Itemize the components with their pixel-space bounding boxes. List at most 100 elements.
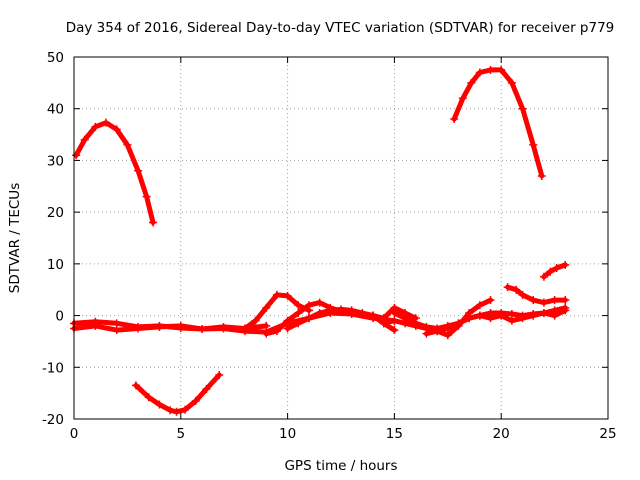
data-point-4-3	[272, 290, 281, 299]
data-point-5-5	[315, 298, 324, 307]
data-point-9-1	[433, 327, 442, 336]
series-arc-b-upper	[240, 290, 313, 333]
data-point-6-6	[347, 306, 356, 315]
data-point-11-1	[546, 267, 555, 276]
data-point-3-3	[134, 324, 143, 333]
data-point-12-1	[458, 94, 467, 103]
data-point-3-1	[91, 321, 100, 330]
data-point-8-0	[390, 308, 399, 317]
data-point-0-6	[134, 166, 143, 175]
data-point-10-2	[518, 290, 527, 299]
x-tick-label-5: 25	[599, 426, 616, 442]
chart-title: Day 354 of 2016, Sidereal Day-to-day VTE…	[66, 20, 615, 36]
data-point-1-6	[191, 396, 200, 405]
axis-ticks: 0 5 10 15 20 25 -20 -10 0 10 20 30 40 50	[42, 50, 617, 442]
x-tick-label-3: 15	[386, 426, 403, 442]
data-point-3-7	[219, 322, 228, 331]
y-tick-label-6: 40	[47, 102, 64, 118]
data-point-9-13	[561, 306, 570, 315]
data-point-10-1	[512, 285, 521, 294]
series-arc-g-low2	[422, 306, 570, 338]
data-point-0-0	[72, 151, 81, 160]
data-point-8-2	[411, 319, 420, 328]
data-point-10-0	[503, 283, 512, 292]
data-point-0-2	[91, 122, 100, 131]
y-tick-label-7: 50	[47, 50, 64, 66]
data-point-9-9	[518, 314, 527, 323]
y-tick-label-4: 20	[47, 205, 64, 221]
series-line-arc-late-high	[451, 67, 545, 179]
data-point-12-3	[475, 68, 484, 77]
data-point-1-3	[166, 406, 175, 415]
x-tick-label-0: 0	[70, 426, 79, 442]
data-point-12-4	[486, 65, 495, 74]
series-arc-early-high	[72, 118, 158, 227]
data-point-1-2	[155, 400, 164, 409]
data-point-3-2	[112, 326, 121, 335]
y-tick-label-5: 30	[47, 153, 64, 169]
data-point-4-5	[294, 301, 303, 310]
data-point-0-7	[142, 192, 151, 201]
data-point-1-4	[172, 407, 181, 416]
series-arc-i-rise	[539, 260, 570, 281]
data-point-9-10	[529, 311, 538, 320]
y-tick-label-0: -20	[42, 412, 64, 428]
data-point-10-4	[539, 298, 548, 307]
data-point-3-4	[155, 322, 164, 331]
data-point-10-5	[550, 296, 559, 305]
data-point-7-10	[475, 301, 484, 310]
data-point-1-8	[215, 371, 224, 380]
data-point-9-5	[475, 311, 484, 320]
data-point-9-3	[454, 319, 463, 328]
data-point-0-4	[112, 125, 121, 134]
x-tick-label-2: 10	[279, 426, 296, 442]
data-point-6-5	[337, 305, 345, 314]
data-point-9-2	[443, 324, 452, 333]
data-point-6-2	[304, 314, 313, 323]
data-point-12-8	[529, 140, 538, 149]
data-point-3-5	[176, 321, 185, 330]
data-point-7-2	[390, 316, 399, 325]
x-tick-label-4: 20	[493, 426, 510, 442]
data-point-4-0	[240, 324, 249, 333]
series-line-arc-i-rise	[541, 262, 568, 280]
data-point-7-11	[486, 296, 495, 305]
data-point-5-12	[390, 326, 399, 335]
data-point-0-8	[149, 218, 158, 227]
data-point-6-7	[358, 308, 367, 317]
data-point-3-9	[262, 321, 271, 330]
data-point-5-3	[294, 308, 303, 317]
data-point-7-0	[369, 311, 378, 320]
y-tick-label-1: -10	[42, 360, 64, 376]
data-point-11-0	[539, 272, 548, 281]
data-point-12-7	[518, 104, 527, 113]
data-point-7-7	[443, 331, 452, 340]
y-tick-label-3: 10	[47, 257, 64, 273]
data-point-6-3	[315, 308, 324, 317]
data-point-9-0	[422, 329, 431, 338]
data-point-12-9	[537, 171, 546, 180]
data-point-12-5	[497, 65, 506, 74]
y-axis-label: SDTVAR / TECUs	[7, 183, 23, 293]
data-point-6-0	[283, 324, 292, 333]
data-point-5-1	[272, 327, 281, 336]
data-point-11-2	[552, 263, 561, 272]
data-point-1-0	[131, 381, 140, 390]
data-point-1-7	[202, 385, 211, 394]
data-point-12-2	[467, 78, 476, 87]
data-point-9-12	[550, 311, 559, 320]
data-point-1-5	[181, 405, 190, 414]
data-point-12-0	[450, 115, 459, 124]
series-arc-late-high	[450, 65, 546, 180]
data-point-9-4	[465, 314, 474, 323]
data-point-5-0	[262, 329, 271, 338]
x-tick-label-1: 5	[177, 426, 186, 442]
data-point-5-2	[283, 316, 292, 325]
data-point-0-1	[80, 135, 89, 144]
data-point-6-1	[294, 319, 303, 328]
data-point-8-11	[507, 310, 516, 319]
data-point-8-3	[422, 322, 431, 331]
data-point-0-5	[123, 140, 132, 149]
data-point-10-6	[561, 296, 570, 305]
